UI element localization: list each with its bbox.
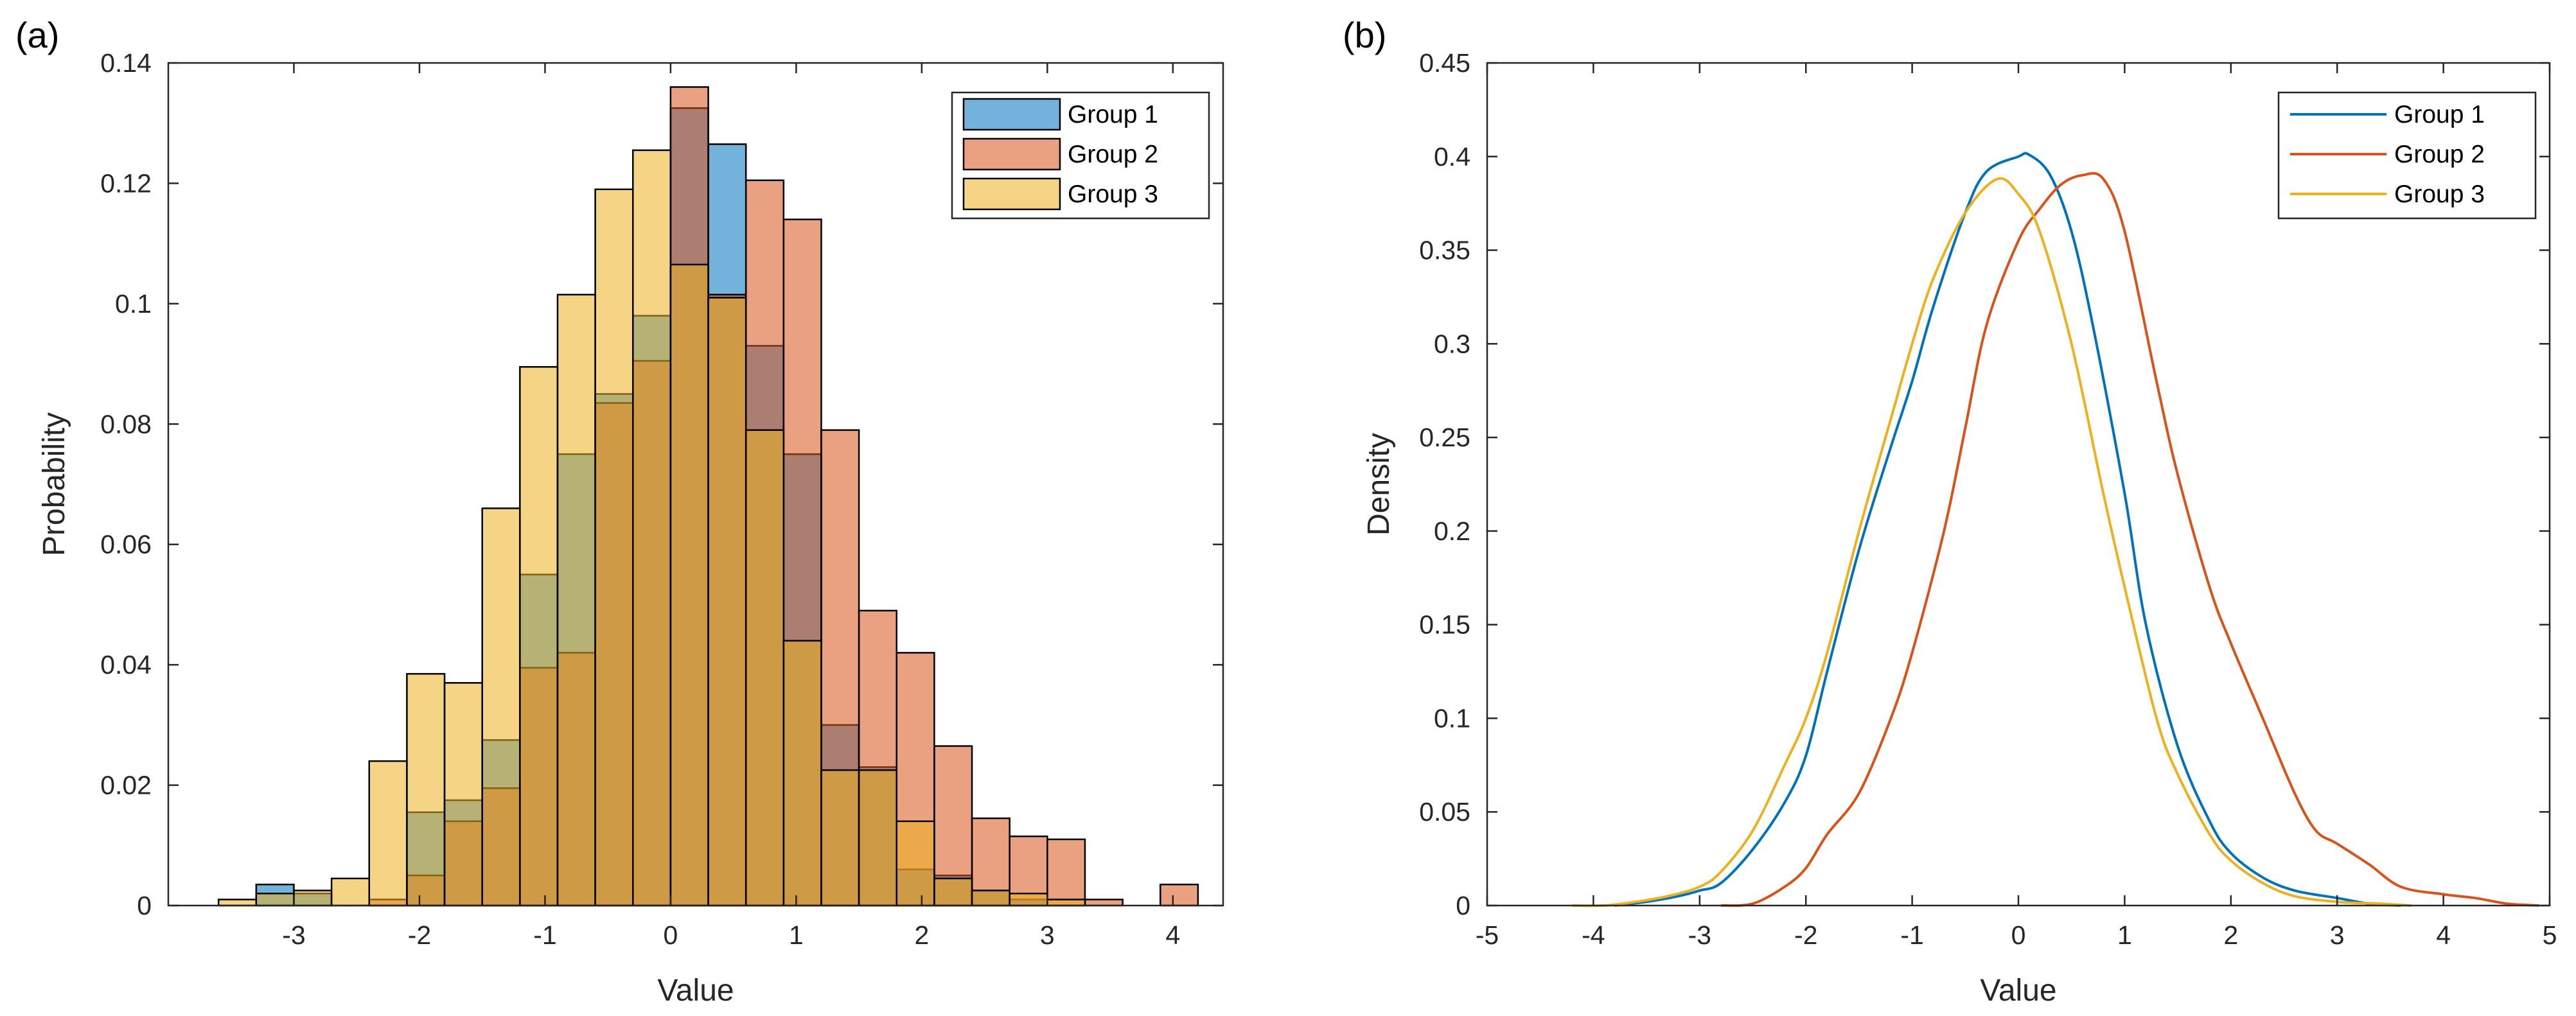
legend-swatch-a <box>962 137 1061 171</box>
x-tick-label-b: -5 <box>1476 920 1499 950</box>
x-tick-label-b: 5 <box>2543 920 2557 950</box>
legend-label-a: Group 1 <box>1068 101 1158 128</box>
histogram-bar-group-3 <box>895 820 935 907</box>
panel-b-density: (b) -5 -4 -3 -2 -1 0 1 2 3 4 5 0 0.05 0.1 0.15 0.2 0.25 0… <box>1343 15 2557 1008</box>
x-tick-label-a: 4 <box>1165 920 1180 950</box>
ticks-a: -3 -2 -1 0 1 2 3 4 0 0.02 0.04 0.06 0.08 0.1 0.12 0.14 <box>100 48 1223 950</box>
histogram-bar-group-3 <box>971 889 1010 907</box>
y-axis-label-a: Probability <box>37 412 71 556</box>
histogram-bar-group-3 <box>858 769 898 907</box>
x-tick-label-b: -4 <box>1582 920 1605 950</box>
y-tick-label-b: 0.4 <box>1434 142 1470 171</box>
x-tick-label-a: 2 <box>914 920 929 950</box>
panel-a-histogram: (a) -3 -2 -1 0 1 2 3 4 0 0.02 0.04 0.06 0.08 0.1 0.12 0… <box>15 15 1224 1008</box>
legend-label-b: Group 2 <box>2394 141 2485 168</box>
y-tick-label-a: 0.08 <box>100 409 152 439</box>
x-tick-label-a: -2 <box>408 920 431 950</box>
x-tick-label-b: 1 <box>2117 920 2132 950</box>
histogram-bar-group-3 <box>782 640 822 907</box>
histogram-bar-group-2 <box>1160 883 1199 907</box>
histogram-bar-group-3 <box>820 769 860 907</box>
histogram-bar-group-3 <box>669 263 709 907</box>
lines-b <box>1572 152 2539 907</box>
x-tick-label-b: 4 <box>2436 920 2451 950</box>
x-tick-label-b: -2 <box>1794 920 1817 950</box>
histogram-bar-group-3 <box>519 366 559 907</box>
histogram-bar-group-3 <box>293 889 333 907</box>
legend-label-a: Group 3 <box>1068 180 1158 208</box>
legend-label-a: Group 2 <box>1068 141 1158 168</box>
legend-a: Group 1 Group 2 Group 3 <box>951 91 1210 220</box>
y-tick-label-b: 0.05 <box>1419 797 1470 827</box>
histogram-bar-group-3 <box>1046 898 1086 907</box>
histogram-bar-group-3 <box>217 898 258 907</box>
x-tick-label-b: 0 <box>2011 920 2026 950</box>
y-tick-label-a: 0 <box>137 891 152 920</box>
y-tick-label-b: 0.3 <box>1434 329 1470 358</box>
x-tick-label-a: -1 <box>533 920 556 950</box>
y-tick-label-a: 0.1 <box>115 289 152 319</box>
density-line-group-2 <box>1720 171 2539 907</box>
y-tick-label-b: 0.15 <box>1419 610 1470 640</box>
y-tick-label-a: 0.04 <box>100 650 152 679</box>
y-tick-label-a: 0.14 <box>100 48 152 78</box>
histogram-bar-group-3 <box>330 877 371 907</box>
x-tick-label-a: -3 <box>282 920 305 950</box>
x-tick-label-b: 2 <box>2223 920 2238 950</box>
histogram-bar-group-2 <box>1084 898 1124 907</box>
histogram-bar-group-3 <box>1009 893 1048 907</box>
x-tick-label-a: 3 <box>1040 920 1055 950</box>
y-axis-label-b: Density <box>1362 433 1396 536</box>
histogram-bar-group-3 <box>443 682 483 907</box>
x-axis-label-b: Value <box>1980 974 2056 1008</box>
y-tick-label-b: 0 <box>1456 891 1470 920</box>
legend-label-b: Group 3 <box>2394 180 2485 208</box>
y-tick-label-a: 0.12 <box>100 168 152 198</box>
histogram-bar-group-3 <box>255 893 295 907</box>
histogram-bar-group-3 <box>933 877 973 907</box>
y-tick-label-b: 0.2 <box>1434 516 1470 546</box>
x-axis-label-a: Value <box>657 974 734 1008</box>
histogram-bar-group-2 <box>1046 838 1086 907</box>
x-tick-label-b: -1 <box>1900 920 1923 950</box>
density-line-group-1 <box>1614 152 2401 907</box>
y-tick-label-b: 0.1 <box>1434 703 1470 733</box>
y-tick-label-a: 0.02 <box>100 771 152 800</box>
axes-box-a <box>167 62 1224 907</box>
histogram-bar-group-3 <box>368 760 408 907</box>
x-tick-label-b: 3 <box>2330 920 2345 950</box>
histogram-bar-group-3 <box>556 293 596 907</box>
legend-b: Group 1 Group 2 Group 3 <box>2277 91 2537 220</box>
x-tick-label-b: -3 <box>1688 920 1711 950</box>
ticks-b: -5 -4 -3 -2 -1 0 1 2 3 4 5 0 0.05 0.1 0.15 0.2 0.25 0.3 0.… <box>1419 48 2557 950</box>
histogram-bar-group-3 <box>406 672 446 907</box>
density-line-group-3 <box>1572 177 2412 907</box>
panel-b-tag: (b) <box>1343 15 1386 55</box>
x-tick-label-a: 0 <box>663 920 678 950</box>
legend-swatch-a <box>962 177 1061 211</box>
bars-a <box>217 86 1199 907</box>
histogram-bar-group-3 <box>481 507 521 907</box>
histogram-bar-group-3 <box>594 188 634 907</box>
panel-a-tag: (a) <box>15 15 59 55</box>
y-tick-label-b: 0.25 <box>1419 423 1470 452</box>
legend-label-b: Group 1 <box>2394 101 2485 128</box>
histogram-bar-group-3 <box>745 429 785 907</box>
x-tick-label-a: 1 <box>789 920 804 950</box>
y-tick-label-a: 0.06 <box>100 530 152 559</box>
histogram-bar-group-3 <box>707 297 747 907</box>
legend-swatch-a <box>962 98 1061 131</box>
histogram-bar-group-3 <box>632 149 672 907</box>
y-tick-label-b: 0.35 <box>1419 236 1470 265</box>
y-tick-label-b: 0.45 <box>1419 48 1470 78</box>
axes-box-b <box>1486 62 2551 907</box>
